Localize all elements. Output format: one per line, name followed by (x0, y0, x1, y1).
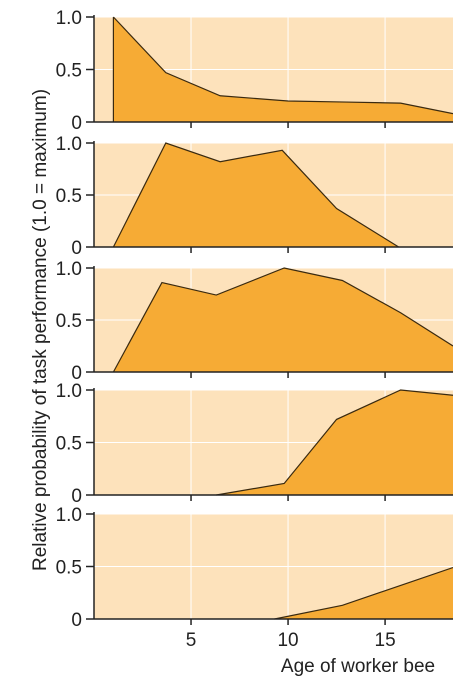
area-fill-1 (113, 17, 453, 122)
area-fill-2 (113, 143, 399, 247)
series-line-4 (216, 389, 453, 496)
y-tick-label-2-1: 0.5 (56, 186, 82, 207)
y-tick-label-5-0: 1.0 (56, 505, 82, 526)
y-tick-label-2-2: 0 (71, 238, 82, 259)
x-tick-label-10: 10 (277, 630, 298, 651)
y-tick-label-4-2: 0 (71, 486, 82, 507)
series-line-5 (274, 566, 453, 620)
y-tick-label-3-2: 0 (71, 363, 82, 384)
series-line-1 (112, 16, 453, 115)
y-tick-label-4-0: 1.0 (56, 381, 82, 402)
y-tick-label-5-2: 0 (71, 610, 82, 631)
area-fill-4 (216, 390, 453, 495)
panels-group: 1.00.501.00.501.00.501.00.501.00.505 10 15 (56, 8, 453, 651)
y-tick-label-2-0: 1.0 (56, 134, 82, 155)
x-axis-label: Age of worker bee (281, 656, 435, 677)
y-axis-label: Relative probability of task performance… (30, 89, 51, 571)
series-line-3 (112, 267, 453, 373)
y-tick-label-3-1: 0.5 (56, 311, 82, 332)
y-tick-label-1-1: 0.5 (56, 61, 82, 82)
area-fill-3 (113, 268, 453, 372)
x-tick-label-15: 15 (375, 630, 396, 651)
area-fill-5 (274, 567, 453, 619)
y-tick-label-5-1: 0.5 (56, 558, 82, 579)
x-tick-label-5: 5 (186, 630, 197, 651)
series-line-2 (112, 142, 399, 248)
y-tick-label-1-0: 1.0 (56, 8, 82, 29)
y-tick-label-1-2: 0 (71, 113, 82, 134)
y-tick-label-4-1: 0.5 (56, 434, 82, 455)
y-tick-label-3-0: 1.0 (56, 259, 82, 280)
